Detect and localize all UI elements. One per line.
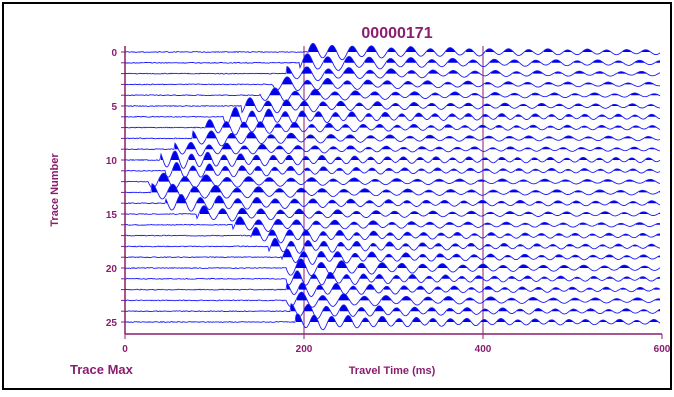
- trace-line: [124, 270, 660, 286]
- trace-line: [124, 282, 661, 297]
- trace-fill: [246, 97, 654, 106]
- trace-line: [124, 65, 661, 82]
- trace-line: [124, 313, 661, 331]
- x-tick-label: 600: [654, 344, 671, 355]
- trace-max-label: Trace Max: [70, 362, 134, 377]
- x-tick-label: 400: [475, 344, 492, 355]
- outer-border: [2, 2, 672, 390]
- trace-line: [124, 150, 661, 169]
- trace-line: [124, 76, 661, 91]
- y-tick-label: 5: [111, 102, 117, 113]
- trace-line: [124, 42, 661, 61]
- trace-fill: [296, 258, 649, 268]
- trace-line: [124, 141, 661, 157]
- trace-line: [124, 205, 661, 222]
- trace-line: [125, 227, 660, 244]
- trace-line: [124, 183, 661, 202]
- trace-fill: [159, 173, 656, 182]
- trace-fill: [252, 227, 660, 236]
- trace-fill: [161, 151, 653, 160]
- trace-line: [125, 97, 661, 114]
- trace-line: [124, 87, 661, 102]
- trace-fill: [287, 282, 660, 290]
- y-tick-label: 15: [106, 210, 118, 221]
- trace-fill: [166, 194, 657, 204]
- x-tick-label: 200: [296, 344, 313, 355]
- trace-line: [124, 119, 661, 136]
- y-tick-label: 10: [106, 156, 118, 167]
- y-tick-label: 0: [111, 48, 117, 59]
- trace-line: [124, 107, 661, 126]
- x-axis-label: Travel Time (ms): [349, 365, 436, 377]
- y-axis-label: Trace Number: [49, 153, 61, 227]
- trace-fill: [287, 66, 660, 74]
- trace-fill: [231, 107, 656, 117]
- trace-line: [124, 172, 661, 190]
- trace-fill: [282, 76, 654, 85]
- x-tick-label: 0: [122, 344, 128, 355]
- trace-line: [124, 194, 661, 212]
- trace-fill: [152, 183, 660, 193]
- trace-line: [124, 303, 661, 319]
- trace-line: [125, 216, 661, 232]
- trace-fill: [303, 53, 660, 63]
- trace-line: [124, 291, 661, 308]
- trace-line: [124, 53, 660, 71]
- trace-line: [124, 130, 661, 147]
- trace-line: [124, 237, 661, 254]
- trace-line: [124, 248, 661, 265]
- trace-line: [124, 258, 661, 277]
- trace-fill: [297, 292, 660, 301]
- trace-line: [124, 162, 661, 179]
- trace-fill: [283, 249, 660, 258]
- y-tick-label: 20: [106, 264, 118, 275]
- chart-title: 00000171: [361, 25, 432, 42]
- plot-area: 0 5 10 15 20 25 0 200 400 600: [106, 42, 671, 355]
- trace-fill: [271, 238, 656, 247]
- y-tick-label: 25: [106, 318, 118, 329]
- trace-fill: [173, 162, 653, 171]
